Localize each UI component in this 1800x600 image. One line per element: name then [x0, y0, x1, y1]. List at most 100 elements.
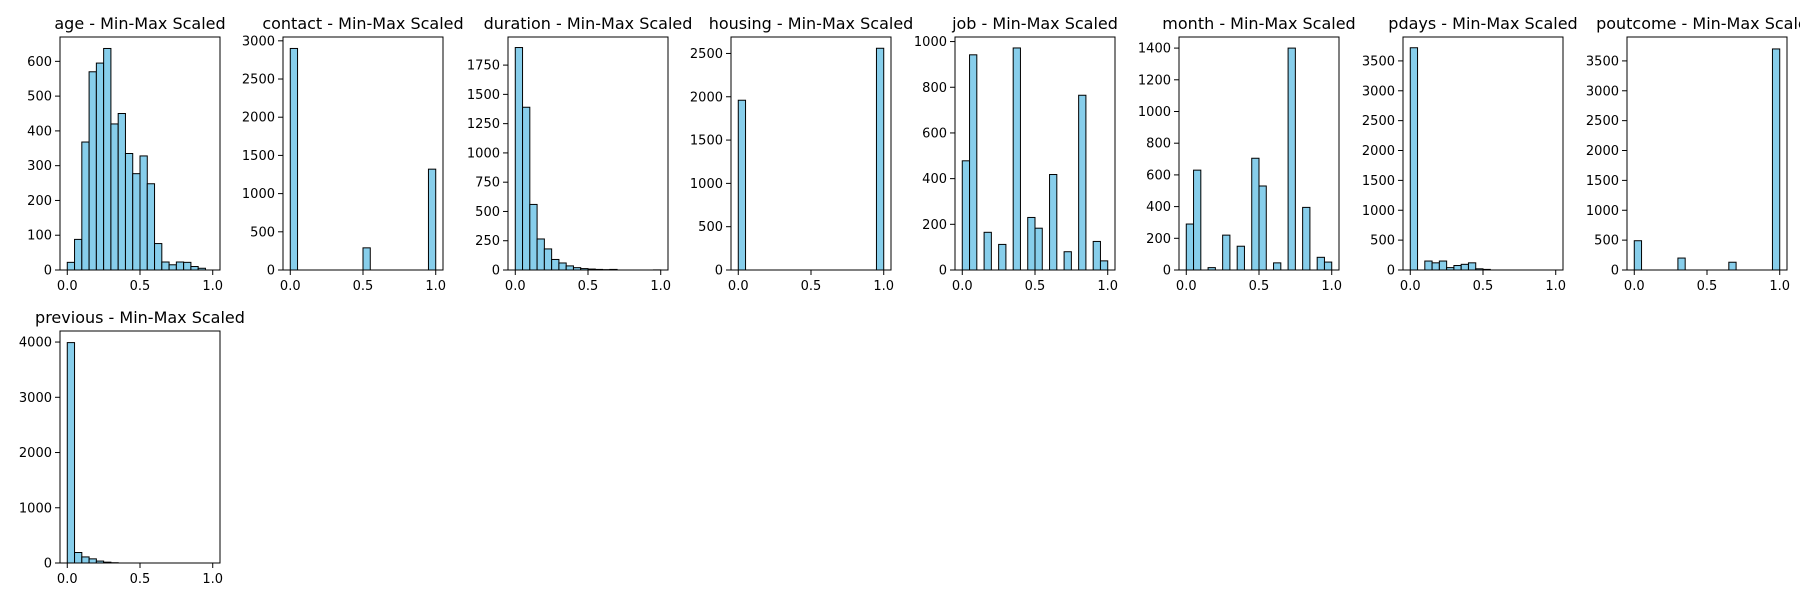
y-tick-label: 0 [1387, 264, 1395, 279]
y-tick-label: 0 [44, 557, 52, 572]
y-tick-label: 0 [492, 264, 500, 279]
histogram-bar [737, 99, 747, 271]
histogram-bar [74, 552, 83, 564]
histogram-bar [1027, 216, 1036, 271]
y-tick-label: 2000 [1586, 144, 1619, 159]
y-tick-label: 500 [1370, 234, 1395, 249]
histogram-bar [1185, 223, 1195, 271]
y-tick-label: 0 [939, 264, 947, 279]
y-tick-label: 0 [1163, 264, 1171, 279]
histogram-bar [522, 106, 531, 271]
x-tick-label: 0.0 [280, 279, 301, 294]
y-tick-label: 1200 [1138, 73, 1171, 88]
x-tick-label: 0.5 [130, 572, 151, 587]
histogram-bar [558, 262, 567, 271]
histogram-bar [66, 342, 76, 564]
histogram-bar [110, 123, 119, 271]
y-tick-label: 2500 [242, 73, 275, 88]
x-tick-label: 0.0 [728, 279, 749, 294]
axes-frame [1626, 36, 1788, 271]
histogram-bar [1467, 262, 1477, 271]
axes-frame [282, 36, 444, 271]
y-tick-label: 800 [1146, 137, 1171, 152]
histogram-bar [154, 243, 163, 271]
histogram-bar [1236, 245, 1245, 271]
histogram-bar [1012, 47, 1021, 271]
histogram-bar [1287, 47, 1296, 271]
y-tick-label: 400 [1146, 200, 1171, 215]
y-tick-label: 3500 [1362, 54, 1395, 69]
histogram-bar [362, 247, 371, 271]
x-tick-label: 0.5 [801, 279, 822, 294]
histogram-bar [1251, 157, 1260, 271]
x-tick-label: 0.0 [57, 279, 78, 294]
x-tick-label: 0.0 [57, 572, 78, 587]
histogram-panel: duration - Min-Max Scaled 0.0 0.5 1.0 0 250 50… [467, 14, 693, 294]
histogram-bar [168, 264, 177, 271]
histogram-bar [190, 266, 199, 271]
histogram-bar [1409, 47, 1419, 271]
histogram-bar [1258, 185, 1267, 271]
histogram-bar [81, 556, 90, 564]
histogram-bar [543, 248, 553, 271]
histogram-bar [88, 71, 97, 271]
y-tick-label: 1500 [242, 149, 275, 164]
y-tick-label: 2500 [690, 47, 723, 62]
x-tick-label: 0.5 [1249, 279, 1270, 294]
y-tick-label: 3000 [1362, 84, 1395, 99]
histogram-bar [1063, 251, 1072, 271]
y-tick-label: 500 [698, 220, 723, 235]
histogram-bar [1092, 240, 1101, 271]
histogram-panel: job - Min-Max Scaled 0.0 0.5 1.0 0 200 400 600 8… [914, 14, 1118, 294]
chart-title: duration - Min-Max Scaled [484, 14, 693, 33]
y-tick-label: 3000 [1586, 84, 1619, 99]
histogram-bar [529, 203, 538, 271]
y-tick-label: 200 [922, 218, 947, 233]
y-tick-label: 600 [1146, 168, 1171, 183]
y-tick-label: 500 [475, 205, 500, 220]
histogram-bar [1677, 257, 1686, 271]
y-tick-label: 0 [715, 264, 723, 279]
histogram-panel: housing - Min-Max Scaled 0.0 0.5 1.0 0 500 100… [690, 14, 913, 294]
y-tick-label: 200 [27, 194, 52, 209]
x-tick-label: 0.0 [952, 279, 973, 294]
y-tick-label: 400 [922, 172, 947, 187]
histogram-bar [139, 155, 148, 271]
y-tick-label: 2500 [1586, 114, 1619, 129]
y-tick-label: 100 [27, 229, 52, 244]
x-tick-label: 0.5 [1697, 279, 1718, 294]
chart-title: previous - Min-Max Scaled [35, 308, 245, 327]
histogram-bar [1078, 94, 1087, 271]
histogram-panel: previous - Min-Max Scaled 0.0 0.5 1.0 0 1000 2… [19, 308, 245, 587]
axes-frame [1402, 36, 1564, 271]
histogram-bar [969, 54, 978, 271]
y-tick-label: 250 [475, 234, 500, 249]
histogram-bar [289, 47, 299, 271]
histogram-bar [132, 173, 141, 271]
y-tick-label: 1000 [1138, 105, 1171, 120]
chart-title: pdays - Min-Max Scaled [1388, 14, 1577, 33]
histogram-bar [961, 160, 971, 271]
x-tick-label: 0.0 [1176, 279, 1197, 294]
x-tick-label: 0.5 [353, 279, 374, 294]
x-tick-label: 1.0 [202, 572, 223, 587]
x-tick-label: 0.5 [1025, 279, 1046, 294]
histogram-bar [1273, 262, 1282, 271]
y-tick-label: 500 [1594, 234, 1619, 249]
y-tick-label: 0 [267, 264, 275, 279]
x-tick-label: 0.5 [578, 279, 599, 294]
y-tick-label: 2000 [242, 111, 275, 126]
histogram-bar [103, 47, 112, 271]
histogram-bar [551, 258, 560, 271]
y-tick-label: 3000 [19, 391, 52, 406]
histogram-bar [1049, 174, 1058, 271]
chart-title: month - Min-Max Scaled [1162, 14, 1355, 33]
histogram-bar [74, 238, 83, 271]
y-tick-label: 1500 [1586, 174, 1619, 189]
histogram-bar [1771, 48, 1781, 271]
y-tick-label: 200 [1146, 232, 1171, 247]
y-tick-label: 1000 [242, 187, 275, 202]
histogram-bar [427, 168, 437, 271]
histogram-bar [1438, 260, 1448, 271]
